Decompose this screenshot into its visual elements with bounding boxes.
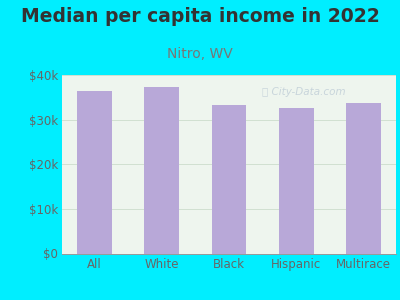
Text: Median per capita income in 2022: Median per capita income in 2022 — [21, 8, 379, 26]
Text: Ⓜ City-Data.com: Ⓜ City-Data.com — [262, 88, 346, 98]
Bar — [212, 105, 246, 254]
Bar — [279, 108, 314, 253]
Bar — [144, 88, 179, 253]
Text: Nitro, WV: Nitro, WV — [167, 46, 233, 61]
Bar — [346, 103, 381, 254]
Bar — [77, 91, 112, 253]
